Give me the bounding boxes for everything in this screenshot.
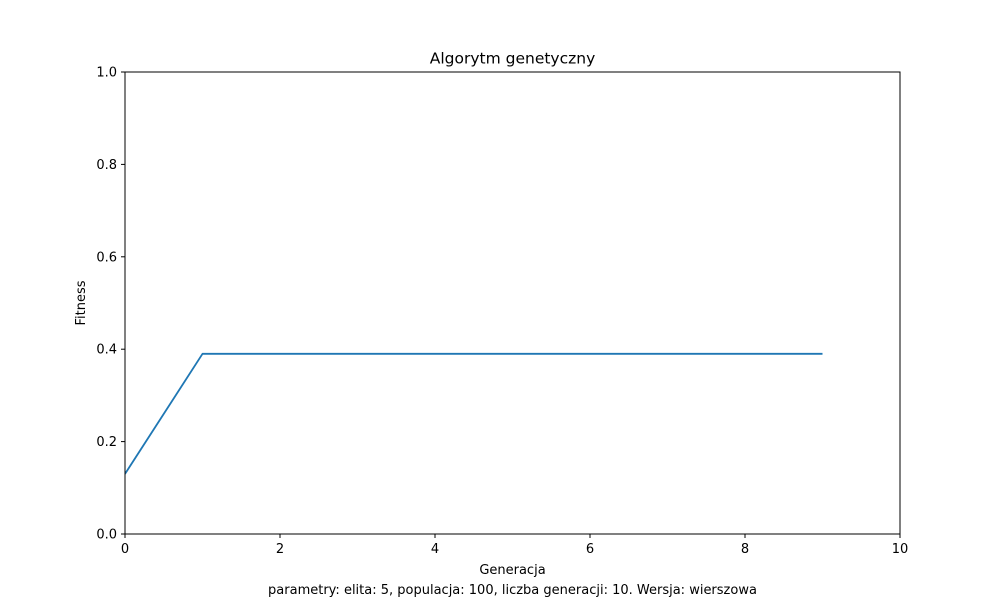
y-tick-label: 0.2 (96, 435, 117, 450)
x-tick-label: 4 (431, 542, 439, 557)
x-tick-label: 2 (276, 542, 284, 557)
y-axis-label: Fitness (74, 280, 89, 325)
plot-area: 0 2 4 6 8 10 0.0 0.2 0.4 0.6 0.8 1.0 (96, 66, 908, 558)
x-tick-label: 0 (121, 542, 129, 557)
x-tick-label: 6 (586, 542, 594, 557)
y-tick-label: 0.8 (96, 158, 117, 173)
y-tick-label: 0.0 (96, 528, 117, 543)
y-tick-label: 1.0 (96, 66, 117, 81)
chart-title: Algorytm genetyczny (430, 50, 596, 68)
y-tick-label: 0.4 (96, 343, 117, 358)
y-tick-label: 0.6 (96, 250, 117, 265)
x-axis-label: Generacja (479, 563, 545, 578)
series-line-0 (125, 352, 823, 475)
axes-frame (124, 71, 901, 535)
chart-caption: parametry: elita: 5, populacja: 100, lic… (268, 583, 757, 598)
x-tick-label: 10 (892, 542, 909, 557)
x-tick-label: 8 (741, 542, 749, 557)
